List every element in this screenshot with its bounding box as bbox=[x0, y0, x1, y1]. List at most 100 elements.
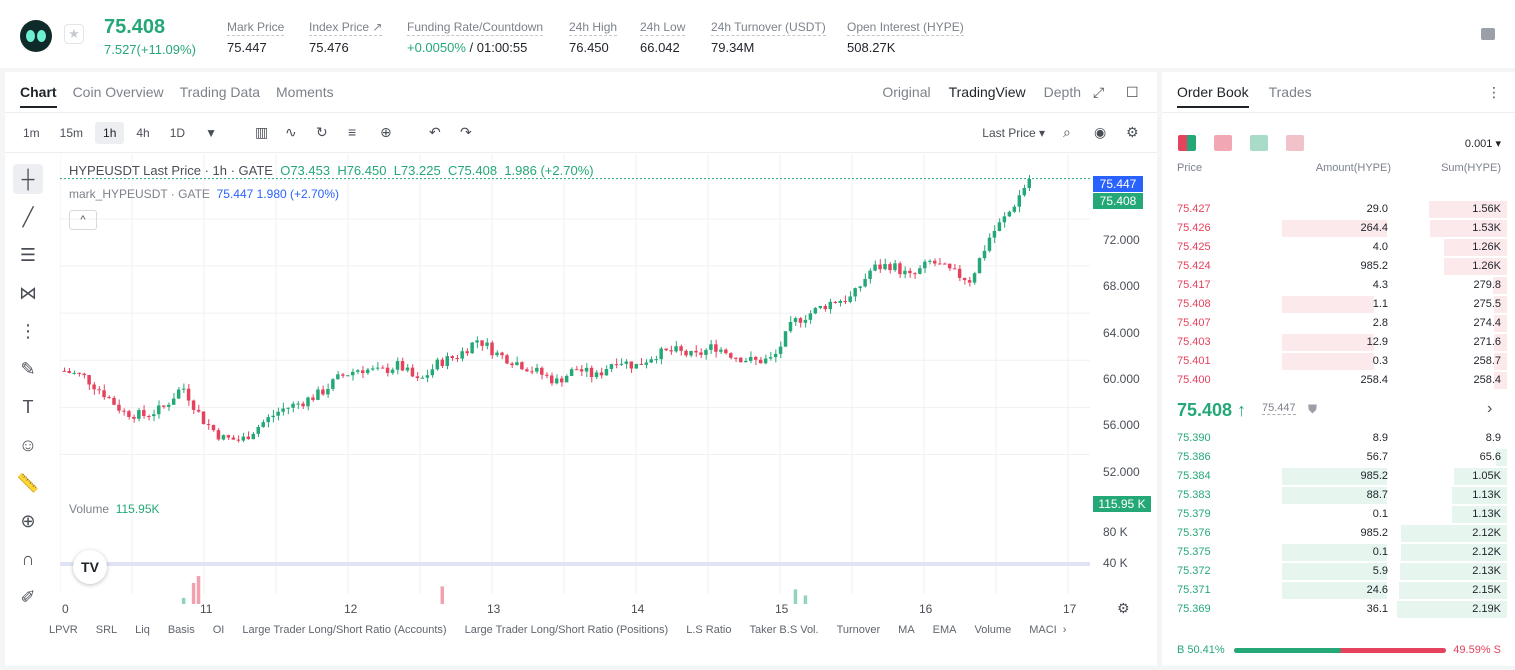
indicator-item[interactable]: OI bbox=[212, 624, 225, 636]
indicator-item[interactable]: L.S Ratio bbox=[686, 624, 732, 636]
scroll-right-icon[interactable]: › bbox=[1062, 624, 1067, 636]
indicator-item[interactable]: MACI bbox=[1029, 624, 1057, 636]
ask-row[interactable]: 75.407 2.8 274.4 bbox=[1162, 314, 1515, 333]
horizontal-lines-icon[interactable]: ☰ bbox=[19, 245, 37, 265]
trendline-icon[interactable]: ╱ bbox=[22, 207, 34, 227]
candlestick-chart[interactable] bbox=[60, 154, 1090, 604]
window-icon[interactable]: ☐ bbox=[1126, 84, 1139, 100]
redo-icon[interactable]: ↷ bbox=[460, 124, 472, 140]
row-sum: 258.4 bbox=[1473, 374, 1501, 386]
settings-gear-icon[interactable]: ⚙ bbox=[1126, 124, 1139, 140]
zoom-in-icon[interactable]: ⊕ bbox=[20, 511, 36, 531]
tab-trades[interactable]: Trades bbox=[1268, 84, 1312, 100]
stat-label[interactable]: Open Interest (HYPE) bbox=[847, 20, 964, 36]
header-amount: Amount(HYPE) bbox=[1315, 162, 1391, 174]
row-sum: 1.26K bbox=[1472, 260, 1501, 272]
view-bids-icon[interactable] bbox=[1250, 135, 1268, 151]
timeframe-15m[interactable]: 15m bbox=[59, 126, 84, 140]
bid-row[interactable]: 75.376 985.2 2.12K bbox=[1162, 524, 1515, 543]
bid-row[interactable]: 75.372 5.9 2.13K bbox=[1162, 562, 1515, 581]
ask-row[interactable]: 75.424 985.2 1.26K bbox=[1162, 257, 1515, 276]
bid-row[interactable]: 75.375 0.1 2.12K bbox=[1162, 543, 1515, 562]
add-alert-icon[interactable]: ⊕ bbox=[380, 124, 392, 140]
tab-chart[interactable]: Chart bbox=[20, 84, 57, 108]
indicator-item[interactable]: Large Trader Long/Short Ratio (Positions… bbox=[464, 624, 669, 636]
view-asks-icon[interactable] bbox=[1214, 135, 1232, 151]
bid-row[interactable]: 75.379 0.1 1.13K bbox=[1162, 505, 1515, 524]
timeframe-dropdown-icon[interactable]: ▼ bbox=[205, 126, 217, 140]
ask-row[interactable]: 75.403 12.9 271.6 bbox=[1162, 333, 1515, 352]
more-menu-icon[interactable]: ⋮ bbox=[1487, 84, 1501, 100]
bid-row[interactable]: 75.390 8.9 8.9 bbox=[1162, 429, 1515, 448]
search-icon[interactable]: ⌕ bbox=[1063, 124, 1071, 140]
indicator-item[interactable]: Large Trader Long/Short Ratio (Accounts) bbox=[242, 624, 447, 636]
indicators-icon[interactable]: ∿ bbox=[285, 124, 297, 140]
tab-coin-overview[interactable]: Coin Overview bbox=[72, 84, 164, 100]
view-original[interactable]: Original bbox=[882, 84, 931, 100]
bid-row[interactable]: 75.371 24.6 2.15K bbox=[1162, 581, 1515, 600]
indicator-item[interactable]: EMA bbox=[932, 624, 957, 636]
indicator-item[interactable]: Basis bbox=[167, 624, 195, 636]
candle-body bbox=[326, 388, 330, 395]
indicator-item[interactable]: SRL bbox=[95, 624, 118, 636]
templates-icon[interactable]: ≡ bbox=[348, 124, 357, 140]
tab-trading-data[interactable]: Trading Data bbox=[179, 84, 261, 100]
ask-row[interactable]: 75.408 1.1 275.5 bbox=[1162, 295, 1515, 314]
text-tool-icon[interactable]: T bbox=[22, 397, 34, 417]
magnet-icon[interactable]: ∩ bbox=[21, 549, 35, 569]
timeframe-1m[interactable]: 1m bbox=[23, 126, 40, 140]
replay-icon[interactable]: ↻ bbox=[316, 124, 328, 140]
tab-moments[interactable]: Moments bbox=[276, 84, 334, 100]
indicator-item[interactable]: LPVR bbox=[49, 624, 78, 636]
ask-row[interactable]: 75.401 0.3 258.7 bbox=[1162, 352, 1515, 371]
collapse-legend-button[interactable]: ^ bbox=[69, 210, 97, 230]
crosshair-icon[interactable]: ┼ bbox=[13, 164, 43, 194]
bid-row[interactable]: 75.384 985.2 1.05K bbox=[1162, 467, 1515, 486]
camera-icon[interactable]: ◉ bbox=[1094, 124, 1107, 140]
view-depth[interactable]: Depth bbox=[1043, 84, 1081, 100]
emoji-icon[interactable]: ☺ bbox=[18, 435, 38, 455]
view-both-icon[interactable] bbox=[1178, 135, 1196, 151]
candle-body bbox=[475, 340, 479, 343]
axis-settings-icon[interactable]: ⚙ bbox=[1117, 600, 1130, 616]
view-compact-icon[interactable] bbox=[1286, 135, 1304, 151]
bid-row[interactable]: 75.383 88.7 1.13K bbox=[1162, 486, 1515, 505]
timeframe-1d[interactable]: 1D bbox=[169, 126, 186, 140]
undo-icon[interactable]: ↶ bbox=[429, 124, 441, 140]
candle-type-icon[interactable]: ▥ bbox=[255, 124, 269, 140]
stat-label[interactable]: Funding Rate/Countdown bbox=[407, 20, 544, 36]
indicator-item[interactable]: Liq bbox=[135, 624, 150, 636]
ask-row[interactable]: 75.400 258.4 258.4 bbox=[1162, 371, 1515, 390]
ask-row[interactable]: 75.427 29.0 1.56K bbox=[1162, 200, 1515, 219]
stat-label[interactable]: Mark Price bbox=[227, 20, 285, 36]
ruler-icon[interactable]: 📏 bbox=[16, 473, 40, 493]
indicator-item[interactable]: Turnover bbox=[836, 624, 881, 636]
fib-icon[interactable]: ⋮ bbox=[19, 321, 37, 341]
fullscreen-icon[interactable]: ⤢ bbox=[1093, 84, 1105, 100]
timeframe-4h[interactable]: 4h bbox=[136, 126, 150, 140]
tradingview-logo-icon[interactable]: TV bbox=[73, 550, 107, 584]
timeframe-bar: 1m 15m 1h 4h 1D ▼ bbox=[15, 122, 225, 144]
ask-row[interactable]: 75.425 4.0 1.26K bbox=[1162, 238, 1515, 257]
brush-icon[interactable]: ✎ bbox=[20, 359, 36, 379]
indicator-item[interactable]: Volume bbox=[974, 624, 1012, 636]
tab-order-book[interactable]: Order Book bbox=[1177, 84, 1249, 108]
timeframe-1h[interactable]: 1h bbox=[95, 122, 125, 144]
book-icon[interactable] bbox=[1481, 28, 1495, 40]
volume-tick: 40 K bbox=[1103, 556, 1128, 570]
bid-row[interactable]: 75.369 36.1 2.19K bbox=[1162, 600, 1515, 619]
view-tradingview[interactable]: TradingView bbox=[948, 84, 1026, 100]
bid-row[interactable]: 75.386 56.7 65.6 bbox=[1162, 448, 1515, 467]
favorite-star-icon[interactable]: ★ bbox=[64, 24, 84, 44]
candle-body bbox=[1007, 211, 1012, 217]
pencil-lock-icon[interactable]: ✐ bbox=[20, 587, 36, 607]
pattern-icon[interactable]: ⋈ bbox=[19, 283, 37, 303]
chevron-right-icon[interactable]: › bbox=[1487, 400, 1493, 417]
ask-row[interactable]: 75.426 264.4 1.53K bbox=[1162, 219, 1515, 238]
precision-select[interactable]: 0.001 ▾ bbox=[1464, 138, 1501, 150]
indicator-item[interactable]: MA bbox=[898, 624, 915, 636]
stat-label[interactable]: Index Price ↗ bbox=[309, 20, 383, 36]
ask-row[interactable]: 75.417 4.3 279.8 bbox=[1162, 276, 1515, 295]
price-source-select[interactable]: Last Price ▾ bbox=[982, 126, 1045, 140]
indicator-item[interactable]: Taker B.S Vol. bbox=[749, 624, 819, 636]
